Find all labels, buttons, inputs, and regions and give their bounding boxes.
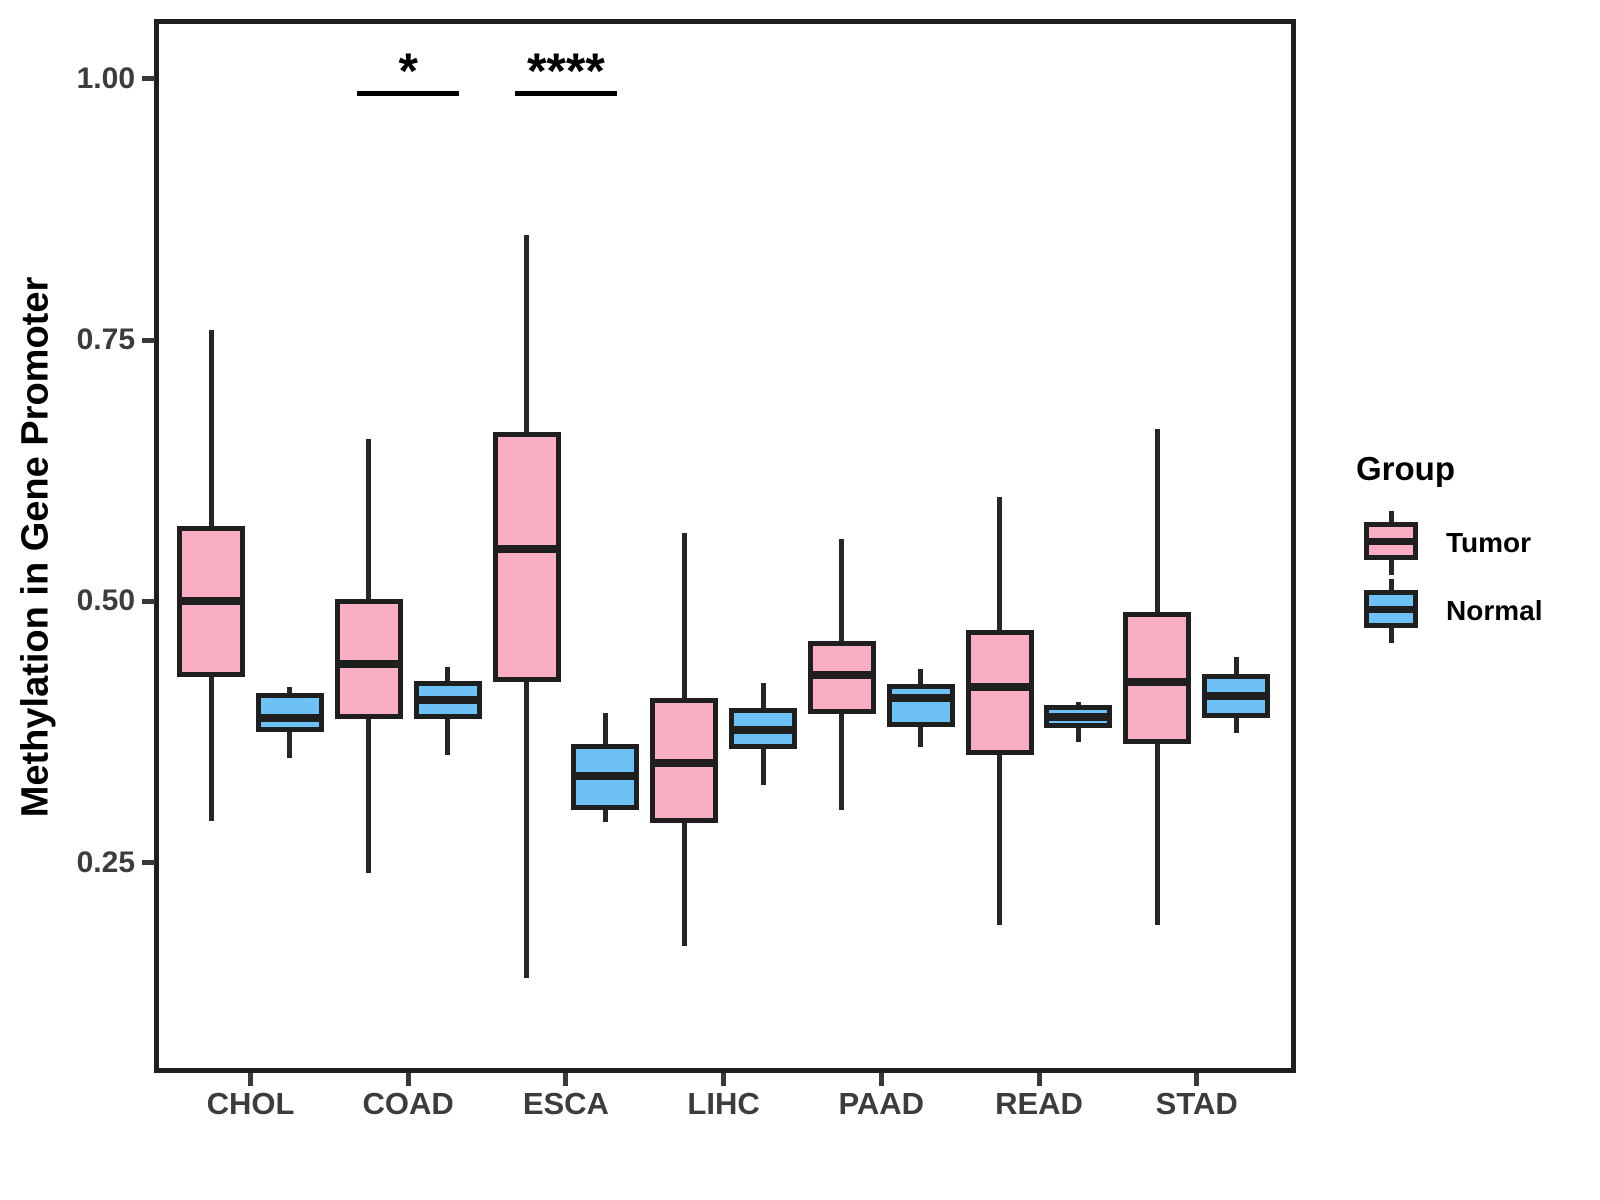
x-tick-COAD <box>405 1073 411 1086</box>
tumor-box-READ <box>965 630 1034 756</box>
significance-bar-COAD <box>357 91 460 96</box>
y-tick-0.50 <box>142 598 155 604</box>
x-tick-CHOL <box>248 1073 253 1086</box>
legend-label-tumor: Tumor <box>1446 527 1532 558</box>
x-tick-label-PAAD: PAAD <box>838 1086 925 1121</box>
tumor-median-CHOL <box>180 597 242 606</box>
y-tick-1.00 <box>142 76 155 82</box>
x-tick-ESCA <box>563 1073 569 1086</box>
significance-bar-ESCA <box>514 91 617 96</box>
legend-key-median-normal <box>1369 606 1413 613</box>
tumor-box-COAD <box>334 598 403 719</box>
tumor-median-STAD <box>1126 677 1188 686</box>
x-tick-label-READ: READ <box>995 1086 1083 1121</box>
normal-median-CHOL <box>259 714 321 723</box>
x-tick-label-CHOL: CHOL <box>206 1086 295 1121</box>
legend-key-median-tumor <box>1369 538 1413 545</box>
tumor-median-ESCA <box>496 545 557 554</box>
x-tick-label-COAD: COAD <box>362 1086 454 1121</box>
normal-box-CHOL <box>255 692 324 733</box>
tumor-box-ESCA <box>492 431 561 683</box>
legend-key-normal <box>1364 579 1418 643</box>
y-tick-0.75 <box>142 337 155 343</box>
normal-median-ESCA <box>574 771 636 780</box>
normal-median-LIHC <box>732 725 794 734</box>
y-tick-label-1.00: 1.00 <box>76 61 135 95</box>
y-tick-label-0.75: 0.75 <box>76 323 135 357</box>
tumor-median-COAD <box>338 660 400 669</box>
normal-median-STAD <box>1205 692 1267 701</box>
normal-median-READ <box>1047 713 1109 722</box>
plot-panel: * **** <box>154 19 1296 1073</box>
y-tick-label-0.50: 0.50 <box>76 584 135 618</box>
normal-median-PAAD <box>890 693 952 702</box>
x-tick-label-LIHC: LIHC <box>687 1086 760 1121</box>
x-tick-LIHC <box>721 1073 727 1086</box>
normal-box-PAAD <box>886 683 955 728</box>
legend-label-normal: Normal <box>1446 595 1543 626</box>
normal-median-COAD <box>417 695 479 704</box>
x-tick-STAD <box>1194 1073 1200 1086</box>
legend-title: Group <box>1356 450 1455 487</box>
x-tick-label-STAD: STAD <box>1155 1086 1238 1121</box>
tumor-median-LIHC <box>653 759 715 768</box>
y-tick-0.25 <box>142 860 155 866</box>
x-tick-READ <box>1036 1073 1042 1086</box>
legend-key-tumor <box>1364 511 1418 575</box>
tumor-median-PAAD <box>811 670 873 679</box>
significance-label-ESCA: **** <box>526 43 605 99</box>
tumor-median-READ <box>969 683 1031 692</box>
y-tick-label-0.25: 0.25 <box>76 845 135 879</box>
significance-label-COAD: * <box>398 43 418 99</box>
legend: Group Tumor Normal <box>1330 430 1590 670</box>
x-tick-label-ESCA: ESCA <box>522 1086 609 1121</box>
x-tick-PAAD <box>878 1073 884 1086</box>
